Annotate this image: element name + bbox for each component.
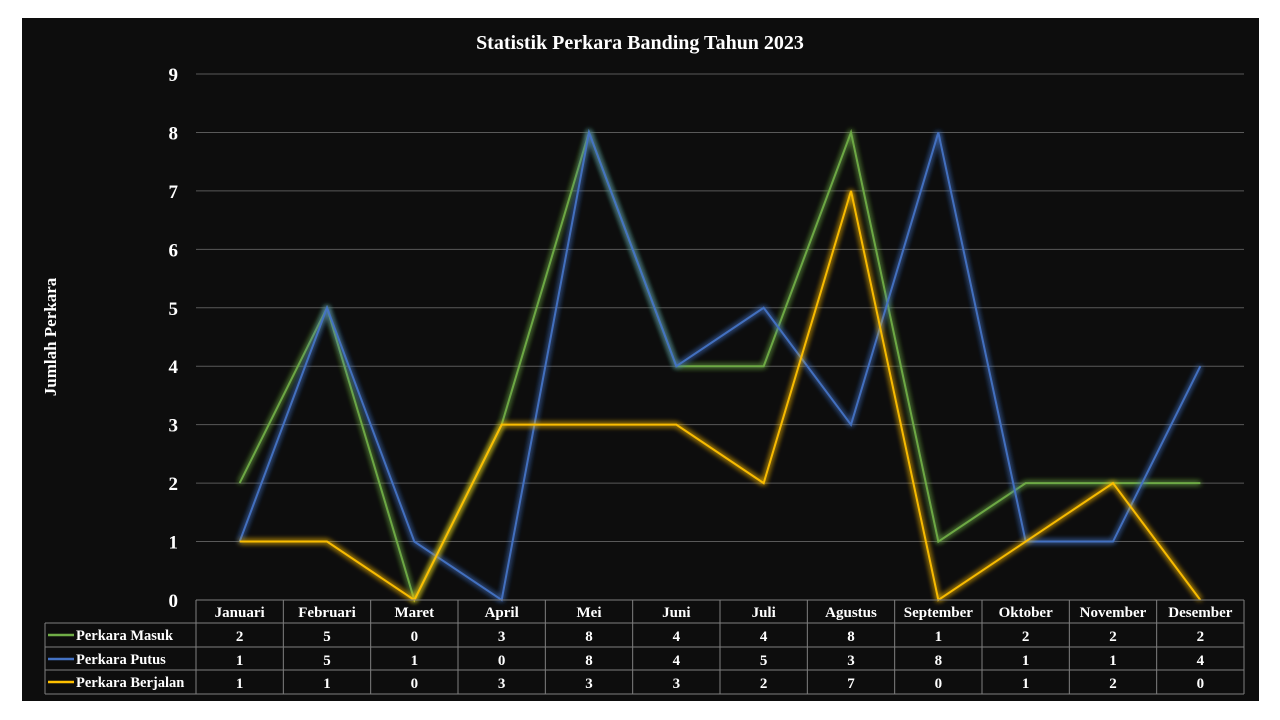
data-label: 1 xyxy=(935,629,943,645)
x-tick-label: Agustus xyxy=(825,605,877,621)
y-tick-label: 4 xyxy=(169,357,179,378)
data-label: 2 xyxy=(1109,676,1117,692)
data-label: 1 xyxy=(236,653,244,669)
series-line-perkara-berjalan xyxy=(239,190,1202,602)
x-tick-label: September xyxy=(904,605,973,621)
data-label: 1 xyxy=(236,676,244,692)
data-label: 2 xyxy=(1109,629,1117,645)
chart-title: Statistik Perkara Banding Tahun 2023 xyxy=(476,32,804,54)
data-label: 4 xyxy=(760,629,768,645)
data-label: 3 xyxy=(673,676,681,692)
x-tick-label: Mei xyxy=(577,605,602,621)
y-tick-label: 0 xyxy=(169,591,179,612)
data-label: 2 xyxy=(236,629,244,645)
data-label: 2 xyxy=(1022,629,1030,645)
data-label: 3 xyxy=(498,629,506,645)
data-label: 3 xyxy=(585,676,593,692)
x-tick-label: November xyxy=(1080,605,1147,621)
data-label: 0 xyxy=(411,629,419,645)
data-label: 2 xyxy=(1197,629,1205,645)
data-label: 1 xyxy=(1022,653,1030,669)
data-label: 5 xyxy=(323,629,331,645)
x-tick-label: Juni xyxy=(662,605,690,621)
data-label: 3 xyxy=(498,676,506,692)
data-label: 2 xyxy=(760,676,768,692)
data-label: 1 xyxy=(323,676,331,692)
data-label: 5 xyxy=(323,653,331,669)
data-label: 8 xyxy=(585,653,593,669)
data-label: 1 xyxy=(411,653,419,669)
y-tick-label: 1 xyxy=(169,533,179,554)
legend-label: Perkara Putus xyxy=(76,652,166,668)
x-tick-label: Maret xyxy=(394,605,434,621)
y-tick-label: 3 xyxy=(169,416,179,437)
data-label: 0 xyxy=(1197,676,1205,692)
chart-background xyxy=(22,18,1259,701)
x-tick-label: April xyxy=(485,605,519,621)
series-line-perkara-masuk xyxy=(238,128,1201,603)
data-label: 4 xyxy=(1197,653,1205,669)
data-label: 8 xyxy=(935,653,943,669)
legend-label: Perkara Berjalan xyxy=(76,675,184,691)
y-tick-label: 6 xyxy=(169,240,179,261)
series-line-perkara-putus xyxy=(238,128,1202,602)
data-label: 0 xyxy=(935,676,943,692)
data-label: 1 xyxy=(1022,676,1030,692)
y-tick-label: 8 xyxy=(169,123,179,144)
y-tick-label: 7 xyxy=(169,182,179,203)
data-label: 3 xyxy=(847,653,855,669)
legend-label: Perkara Masuk xyxy=(76,628,174,644)
x-tick-label: Februari xyxy=(298,605,356,621)
data-label: 5 xyxy=(760,653,768,669)
x-tick-label: Juli xyxy=(752,605,776,621)
y-tick-label: 5 xyxy=(169,299,179,320)
data-label: 0 xyxy=(498,653,506,669)
data-label: 7 xyxy=(847,676,855,692)
data-label: 1 xyxy=(1109,653,1117,669)
data-label: 0 xyxy=(411,676,419,692)
data-label: 4 xyxy=(673,653,681,669)
data-label: 8 xyxy=(847,629,855,645)
x-tick-label: Desember xyxy=(1168,605,1232,621)
y-tick-label: 9 xyxy=(169,65,179,86)
x-tick-label: Januari xyxy=(215,605,265,621)
data-label: 8 xyxy=(585,629,593,645)
x-tick-label: Oktober xyxy=(999,605,1054,621)
y-tick-label: 2 xyxy=(169,474,179,495)
data-label: 4 xyxy=(673,629,681,645)
y-axis-label: Jumlah Perkara xyxy=(41,277,60,396)
